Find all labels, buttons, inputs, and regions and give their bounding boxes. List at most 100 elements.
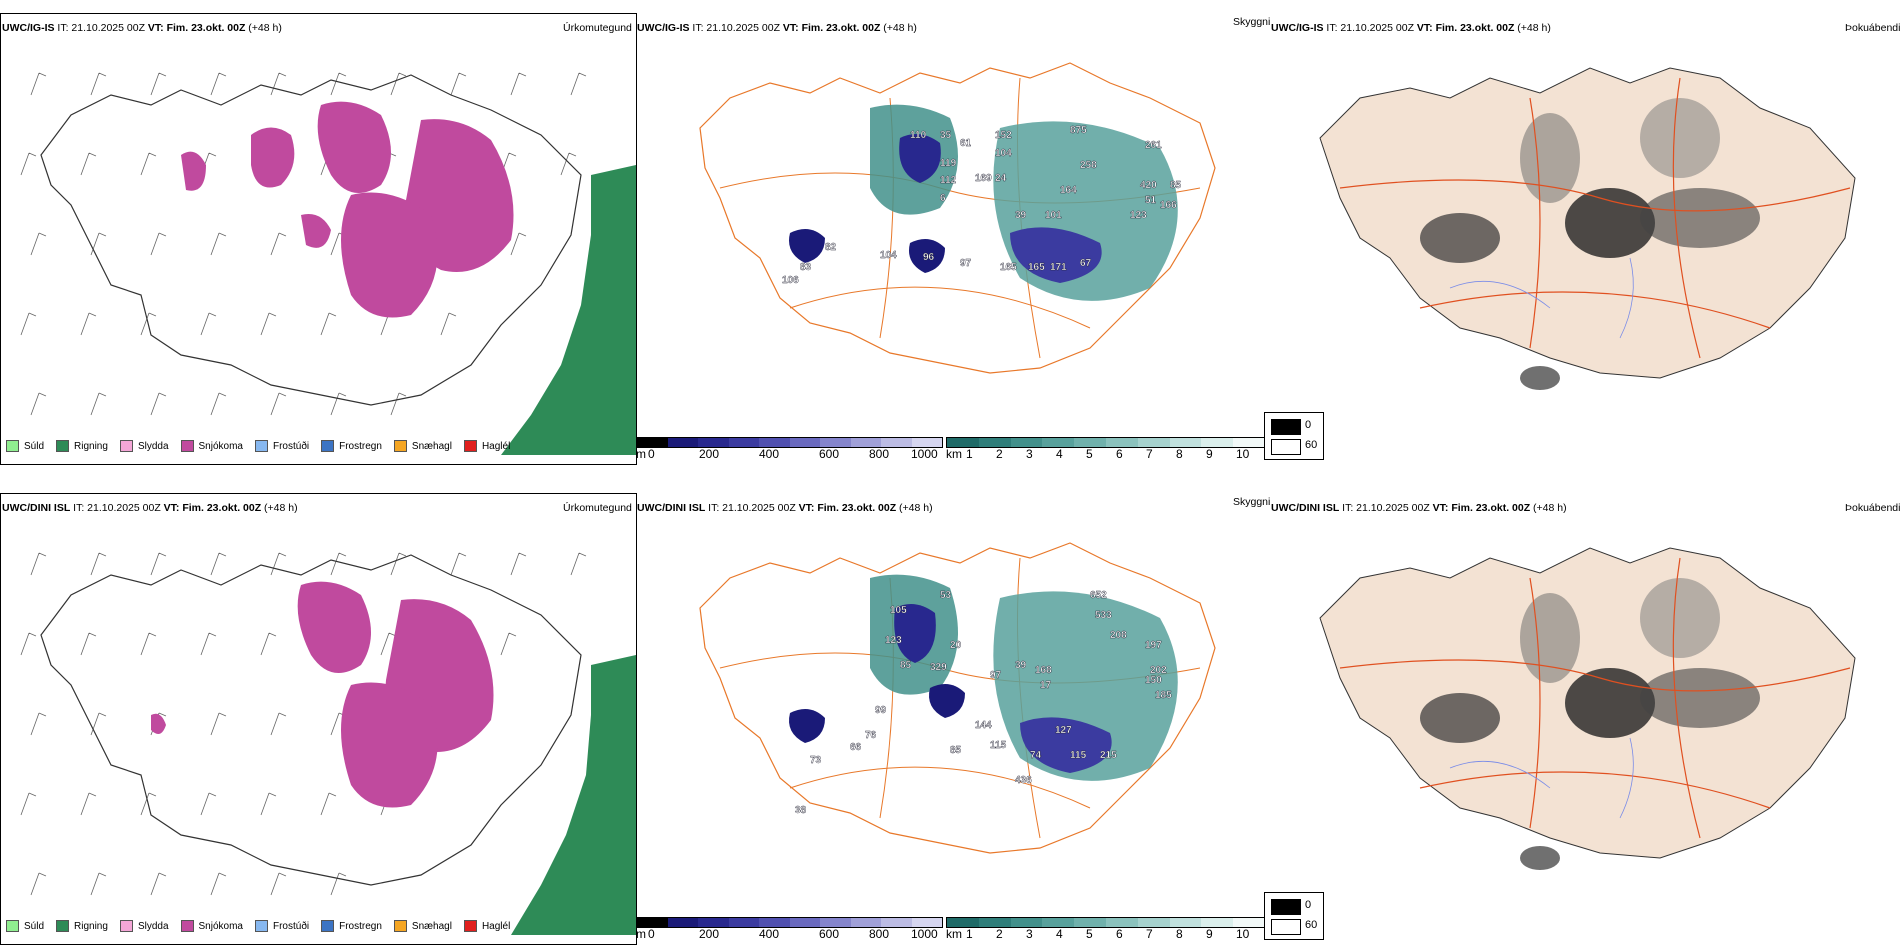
snow-areas	[181, 101, 514, 318]
snow-areas	[151, 581, 494, 808]
cbar-segment	[820, 918, 851, 927]
ceiling-value-label: 97	[960, 258, 972, 269]
cbar-tick: 600	[819, 927, 840, 941]
swatch	[6, 440, 19, 452]
cbar-tick: 0	[648, 927, 655, 941]
fog-header-row2: UWC/DINI ISL IT: 21.10.2025 00Z VT: Fim.…	[1271, 502, 1567, 514]
ceiling-value-label: 104	[995, 148, 1012, 159]
ceiling-value-label: 67	[1080, 258, 1092, 269]
precip-header-row2: UWC/DINI ISL IT: 21.10.2025 00Z VT: Fim.…	[2, 502, 298, 514]
ceiling-value-label: 123	[885, 635, 902, 646]
cbar-tick: 6	[1116, 447, 1123, 461]
model-name: UWC/IG-IS	[2, 22, 55, 34]
fog-header-row1: UWC/IG-IS IT: 21.10.2025 00Z VT: Fim. 23…	[1271, 22, 1551, 34]
legend-label: Súld	[24, 920, 45, 932]
cbar-tick: 400	[759, 447, 780, 461]
swatch	[56, 920, 70, 932]
fog-value: 0	[1305, 419, 1312, 431]
ceiling-value-label: 96	[923, 252, 935, 263]
cbar-segment	[947, 918, 979, 927]
swatch	[119, 920, 133, 932]
ceiling-header-row1: UWC/IG-IS IT: 21.10.2025 00Z VT: Fim. 23…	[637, 22, 917, 34]
cbar-segment	[1105, 438, 1138, 447]
legend-label: Snæhagl	[411, 920, 452, 932]
cbar-segment	[1010, 438, 1043, 447]
legend-label: Haglél	[481, 920, 511, 932]
cbar-tick: 3	[1026, 927, 1033, 941]
cbar-unit: km	[946, 927, 962, 941]
legend-item: Snjókoma	[180, 440, 243, 452]
legend-item: Frostúði	[254, 920, 309, 932]
cbar-segment	[1010, 918, 1043, 927]
cbar-segment	[911, 918, 942, 927]
cbar-segment	[759, 918, 790, 927]
cbar-tick: 600	[819, 447, 840, 461]
init-time: IT: 21.10.2025 00Z	[692, 22, 780, 34]
cbar-tick: 200	[699, 447, 720, 461]
cbar-tick: 5	[1086, 447, 1093, 461]
legend-label: Frostregn	[339, 920, 382, 932]
fog-title-row1: Þokuábendi	[1845, 22, 1900, 34]
fog-map-row2	[1319, 547, 1856, 870]
ceiling-value-label: 197	[1145, 640, 1162, 651]
ceiling-value-label: 208	[1110, 630, 1127, 641]
legend-label: Slydda	[137, 920, 169, 932]
rivers	[1449, 737, 1634, 819]
cbar-segment	[698, 438, 729, 447]
legend-label: Rigning	[74, 440, 108, 452]
cbar-segment	[947, 438, 979, 447]
cbar-tick: 8	[1176, 447, 1183, 461]
legend-item: Snjókoma	[180, 920, 243, 932]
fog-shading	[1420, 98, 1760, 390]
cbar-tick: 8	[1176, 927, 1183, 941]
cbar-segment	[1137, 438, 1170, 447]
cbar-segment	[637, 438, 668, 447]
cbar-unit: km	[946, 447, 962, 461]
ceiling-value-label: 202	[1150, 665, 1167, 676]
cbar-segment	[759, 438, 790, 447]
cbar-segment	[789, 438, 820, 447]
swatch	[180, 440, 194, 452]
cbar-tick: 800	[869, 447, 890, 461]
rain-area	[511, 655, 636, 935]
cbar-tick: 7	[1146, 927, 1153, 941]
cbar-tick: 1000	[911, 927, 938, 941]
ceiling-value-label: 171	[1050, 262, 1067, 273]
model-name: UWC/IG-IS	[1271, 22, 1324, 34]
cbar-segment	[850, 918, 881, 927]
swatch	[393, 440, 407, 452]
visibility-areas	[789, 104, 1178, 301]
visibility-colorbar-row2: km 1 2 3 4 5 6 7 8 9 10	[946, 917, 1266, 943]
lead-time: (+48 h)	[264, 502, 298, 514]
ceiling-value-label: 61	[960, 138, 972, 149]
cbar-segment	[1105, 918, 1138, 927]
visibility-areas	[789, 574, 1178, 781]
fog-value: 60	[1305, 919, 1318, 931]
cbar-segment	[978, 918, 1011, 927]
cbar-segment	[1074, 918, 1106, 927]
model-name: UWC/DINI ISL	[1271, 502, 1340, 514]
legend-label: Snæhagl	[411, 440, 452, 452]
ceiling-value-label: 85	[1170, 180, 1182, 191]
iceland-outline	[699, 542, 1216, 854]
legend-item: Frostregn	[321, 440, 382, 452]
valid-label: VT:	[798, 502, 815, 514]
ceiling-value-label: 85	[950, 745, 962, 756]
valid-label: VT:	[1416, 22, 1433, 34]
fog-swatch	[1271, 439, 1301, 455]
fog-title-row2: Þokuábendi	[1845, 502, 1900, 514]
ceiling-value-label: 6	[940, 193, 946, 204]
legend-label: Frostregn	[339, 440, 382, 452]
cbar-tick: 9	[1206, 447, 1213, 461]
precip-title-row2: Úrkomutegund	[563, 502, 632, 514]
cbar-unit: m	[636, 927, 646, 941]
ceiling-value-label: 53	[940, 590, 952, 601]
legend-label: Súld	[24, 440, 45, 452]
legend-item: Slydda	[119, 920, 169, 932]
fog-map-row1	[1319, 67, 1856, 390]
valid-time: Fim. 23.okt. 00Z	[182, 502, 262, 514]
legend-item: Súld	[6, 440, 44, 452]
model-name: UWC/IG-IS	[637, 22, 690, 34]
legend-item: Slydda	[119, 440, 169, 452]
swatch	[119, 440, 133, 452]
